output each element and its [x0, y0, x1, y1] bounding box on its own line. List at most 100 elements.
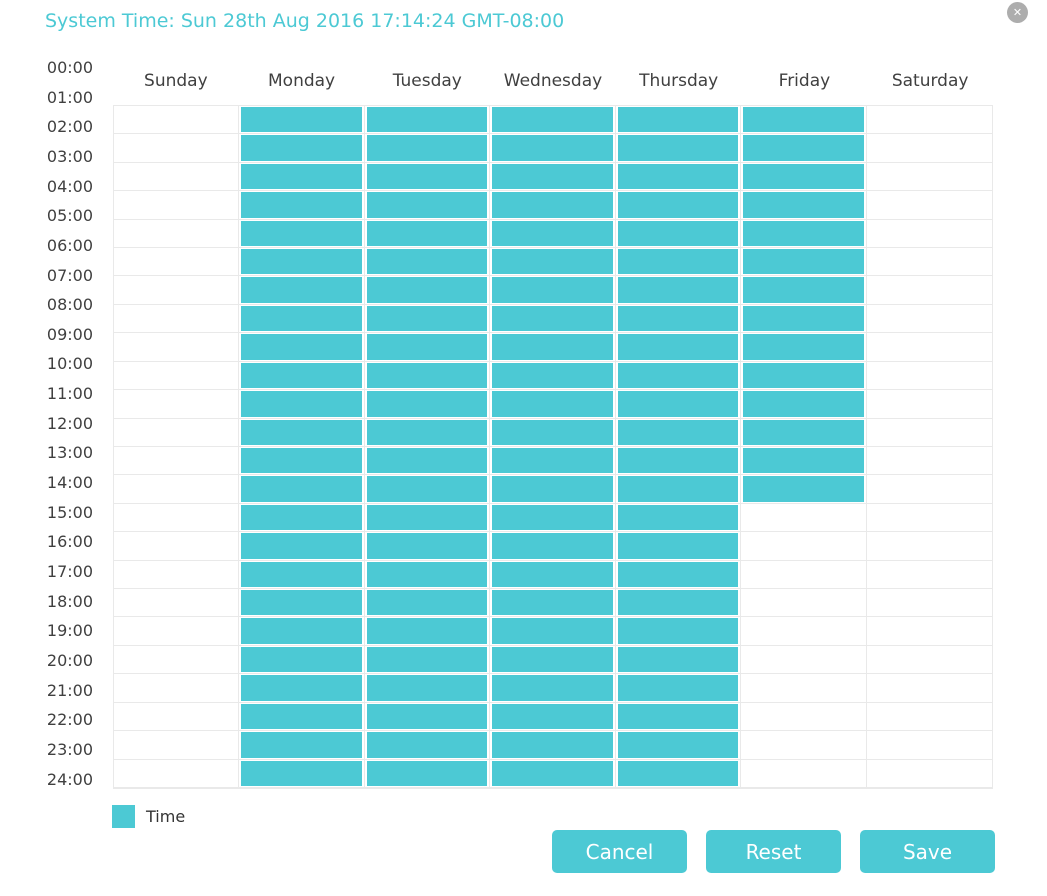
schedule-cell[interactable] [114, 304, 240, 334]
schedule-cell[interactable] [615, 645, 742, 675]
schedule-cell[interactable] [239, 134, 365, 163]
schedule-cell[interactable] [239, 560, 365, 590]
schedule-cell[interactable] [364, 645, 491, 675]
schedule-cell[interactable] [490, 418, 616, 447]
schedule-cell[interactable] [490, 702, 616, 732]
schedule-cell[interactable] [866, 305, 992, 334]
save-button[interactable]: Save [860, 830, 995, 873]
schedule-cell[interactable] [239, 333, 365, 362]
schedule-cell[interactable] [114, 702, 240, 732]
schedule-cell[interactable] [490, 191, 616, 220]
schedule-cell[interactable] [615, 390, 742, 419]
schedule-cell[interactable] [866, 589, 992, 618]
schedule-cell[interactable] [490, 589, 616, 618]
schedule-cell[interactable] [741, 674, 867, 703]
schedule-cell[interactable] [114, 446, 240, 476]
schedule-cell[interactable] [239, 617, 365, 646]
schedule-cell[interactable] [114, 333, 240, 362]
schedule-cell[interactable] [490, 475, 616, 504]
schedule-cell[interactable] [490, 219, 616, 249]
schedule-cell[interactable] [615, 134, 742, 163]
schedule-cell[interactable] [114, 674, 240, 703]
schedule-cell[interactable] [615, 248, 742, 277]
schedule-cell[interactable] [615, 219, 742, 249]
schedule-cell[interactable] [490, 759, 616, 788]
schedule-cell[interactable] [114, 361, 240, 391]
schedule-cell[interactable] [239, 191, 365, 220]
schedule-cell[interactable] [114, 503, 240, 533]
schedule-cell[interactable] [239, 645, 365, 675]
schedule-cell[interactable] [866, 220, 992, 249]
schedule-cell[interactable] [615, 475, 742, 504]
schedule-cell[interactable] [490, 617, 616, 646]
schedule-cell[interactable] [114, 134, 240, 163]
schedule-cell[interactable] [364, 248, 491, 277]
schedule-cell[interactable] [114, 276, 240, 305]
schedule-cell[interactable] [741, 446, 867, 476]
schedule-cell[interactable] [364, 503, 491, 533]
schedule-cell[interactable] [239, 248, 365, 277]
schedule-cell[interactable] [364, 731, 491, 760]
schedule-cell[interactable] [239, 361, 365, 391]
schedule-cell[interactable] [490, 361, 616, 391]
schedule-cell[interactable] [239, 219, 365, 249]
schedule-cell[interactable] [741, 390, 867, 419]
schedule-cell[interactable] [615, 589, 742, 618]
schedule-cell[interactable] [490, 276, 616, 305]
schedule-cell[interactable] [866, 504, 992, 533]
schedule-cell[interactable] [741, 560, 867, 590]
schedule-cell[interactable] [490, 162, 616, 192]
schedule-cell[interactable] [239, 759, 365, 788]
schedule-cell[interactable] [364, 674, 491, 703]
schedule-cell[interactable] [741, 361, 867, 391]
schedule-cell[interactable] [364, 191, 491, 220]
schedule-cell[interactable] [866, 163, 992, 192]
schedule-cell[interactable] [615, 106, 742, 135]
schedule-cell[interactable] [239, 418, 365, 447]
schedule-cell[interactable] [239, 304, 365, 334]
schedule-cell[interactable] [490, 390, 616, 419]
schedule-cell[interactable] [615, 191, 742, 220]
schedule-cell[interactable] [114, 759, 240, 788]
schedule-cell[interactable] [364, 560, 491, 590]
schedule-cell[interactable] [239, 276, 365, 305]
schedule-cell[interactable] [114, 731, 240, 760]
schedule-cell[interactable] [866, 191, 992, 220]
schedule-cell[interactable] [866, 390, 992, 419]
schedule-cell[interactable] [239, 162, 365, 192]
schedule-cell[interactable] [490, 532, 616, 561]
schedule-cell[interactable] [741, 134, 867, 163]
schedule-cell[interactable] [364, 759, 491, 788]
schedule-cell[interactable] [239, 446, 365, 476]
schedule-cell[interactable] [741, 731, 867, 760]
schedule-cell[interactable] [364, 162, 491, 192]
schedule-cell[interactable] [741, 702, 867, 732]
schedule-cell[interactable] [615, 276, 742, 305]
schedule-cell[interactable] [490, 134, 616, 163]
schedule-cell[interactable] [615, 560, 742, 590]
schedule-cell[interactable] [490, 446, 616, 476]
schedule-cell[interactable] [866, 362, 992, 391]
schedule-cell[interactable] [114, 219, 240, 249]
schedule-cell[interactable] [741, 532, 867, 561]
schedule-cell[interactable] [866, 760, 992, 788]
schedule-cell[interactable] [364, 446, 491, 476]
schedule-cell[interactable] [490, 731, 616, 760]
schedule-cell[interactable] [364, 390, 491, 419]
schedule-cell[interactable] [364, 106, 491, 135]
schedule-cell[interactable] [364, 134, 491, 163]
schedule-cell[interactable] [615, 333, 742, 362]
schedule-cell[interactable] [364, 276, 491, 305]
schedule-cell[interactable] [239, 532, 365, 561]
schedule-cell[interactable] [615, 361, 742, 391]
schedule-cell[interactable] [741, 503, 867, 533]
schedule-cell[interactable] [615, 617, 742, 646]
schedule-cell[interactable] [741, 162, 867, 192]
schedule-cell[interactable] [741, 589, 867, 618]
schedule-cell[interactable] [239, 731, 365, 760]
schedule-cell[interactable] [239, 589, 365, 618]
schedule-cell[interactable] [866, 276, 992, 305]
schedule-cell[interactable] [866, 333, 992, 362]
schedule-cell[interactable] [615, 304, 742, 334]
schedule-cell[interactable] [114, 475, 240, 504]
